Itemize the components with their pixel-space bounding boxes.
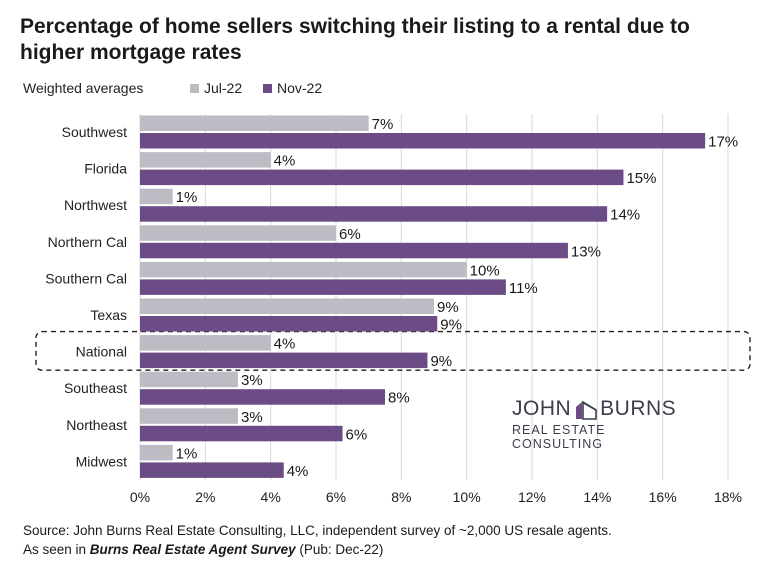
x-tick-label: 10% xyxy=(453,489,481,505)
x-tick-label: 8% xyxy=(391,489,411,505)
bar-jul xyxy=(140,298,434,314)
bar-nov xyxy=(140,389,385,405)
data-label: 4% xyxy=(274,336,296,353)
logo-word-burns: BURNS xyxy=(600,397,677,420)
source-line-1: Source: John Burns Real Estate Consultin… xyxy=(23,523,612,538)
source-note: Source: John Burns Real Estate Consultin… xyxy=(23,521,612,559)
legend-label-jul: Jul-22 xyxy=(204,80,243,96)
x-tick-label: 0% xyxy=(130,489,150,505)
legend-nov: Nov-22 xyxy=(263,80,322,96)
bar-nov xyxy=(140,279,506,295)
bar-jul xyxy=(140,152,271,168)
data-label: 13% xyxy=(571,243,601,260)
bar-nov xyxy=(140,242,568,259)
house-logo-icon xyxy=(576,400,597,420)
bar-nov xyxy=(140,425,343,442)
logo-word-john: JOHN xyxy=(512,397,572,420)
data-label: 1% xyxy=(176,189,198,206)
legend-swatch-nov xyxy=(263,83,272,93)
data-label: 8% xyxy=(388,390,410,407)
bar-jul xyxy=(140,261,467,278)
data-label: 4% xyxy=(274,153,296,170)
survey-name: Burns Real Estate Agent Survey xyxy=(89,542,296,557)
category-label: Northern Cal xyxy=(48,234,127,250)
x-tick-label: 16% xyxy=(649,489,677,505)
bar-jul xyxy=(140,335,271,351)
x-tick-label: 18% xyxy=(714,489,742,505)
data-label: 15% xyxy=(626,170,656,187)
category-label: Northwest xyxy=(64,197,127,213)
bar-nov xyxy=(140,169,624,186)
bar-nov xyxy=(140,352,428,369)
category-label: Southeast xyxy=(64,380,127,396)
data-label: 6% xyxy=(346,426,368,443)
data-label: 7% xyxy=(372,116,394,133)
bar-nov xyxy=(140,206,608,222)
legend-label-nov: Nov-22 xyxy=(277,80,323,96)
bar-jul xyxy=(140,225,336,241)
bar-jul xyxy=(140,188,173,205)
x-tick-label: 12% xyxy=(518,489,546,505)
data-label: 6% xyxy=(339,226,361,243)
data-label: 3% xyxy=(241,372,263,389)
x-tick-label: 14% xyxy=(583,489,611,505)
category-label: Midwest xyxy=(76,453,127,469)
data-label: 9% xyxy=(440,317,462,334)
x-tick-label: 4% xyxy=(261,489,281,505)
data-label: 11% xyxy=(509,280,538,297)
category-label: Southwest xyxy=(62,124,127,140)
bar-nov xyxy=(140,462,284,478)
category-label: Northeast xyxy=(66,417,127,433)
chart-subtitle: Weighted averages xyxy=(23,80,144,96)
data-label: 17% xyxy=(708,134,738,151)
data-label: 10% xyxy=(470,262,500,279)
category-label: Florida xyxy=(84,161,127,177)
data-label: 4% xyxy=(287,463,309,480)
data-label: 14% xyxy=(610,207,640,224)
national-highlight-box xyxy=(35,330,751,371)
data-label: 1% xyxy=(176,445,198,462)
data-label: 9% xyxy=(437,299,459,316)
data-label: 9% xyxy=(430,353,452,370)
bar-jul xyxy=(140,371,238,388)
x-tick-label: 2% xyxy=(195,489,215,505)
category-label: Southern Cal xyxy=(45,270,127,286)
legend-jul: Jul-22 xyxy=(190,80,242,96)
bar-jul xyxy=(140,408,238,424)
bar-nov xyxy=(140,133,706,149)
data-label: 3% xyxy=(241,409,263,426)
company-logo: JOHN BURNS REAL ESTATE CONSULTING xyxy=(512,397,692,451)
x-tick-label: 6% xyxy=(326,489,346,505)
bar-nov xyxy=(140,316,438,332)
bar-jul xyxy=(140,444,173,461)
bar-jul xyxy=(140,115,369,131)
logo-subtitle: REAL ESTATE CONSULTING xyxy=(512,423,606,451)
legend-swatch-jul xyxy=(190,83,199,93)
source-line-2: As seen in Burns Real Estate Agent Surve… xyxy=(23,542,384,557)
chart-title: Percentage of home sellers switching the… xyxy=(20,15,690,64)
category-label: National xyxy=(76,344,127,360)
category-label: Texas xyxy=(90,307,127,323)
